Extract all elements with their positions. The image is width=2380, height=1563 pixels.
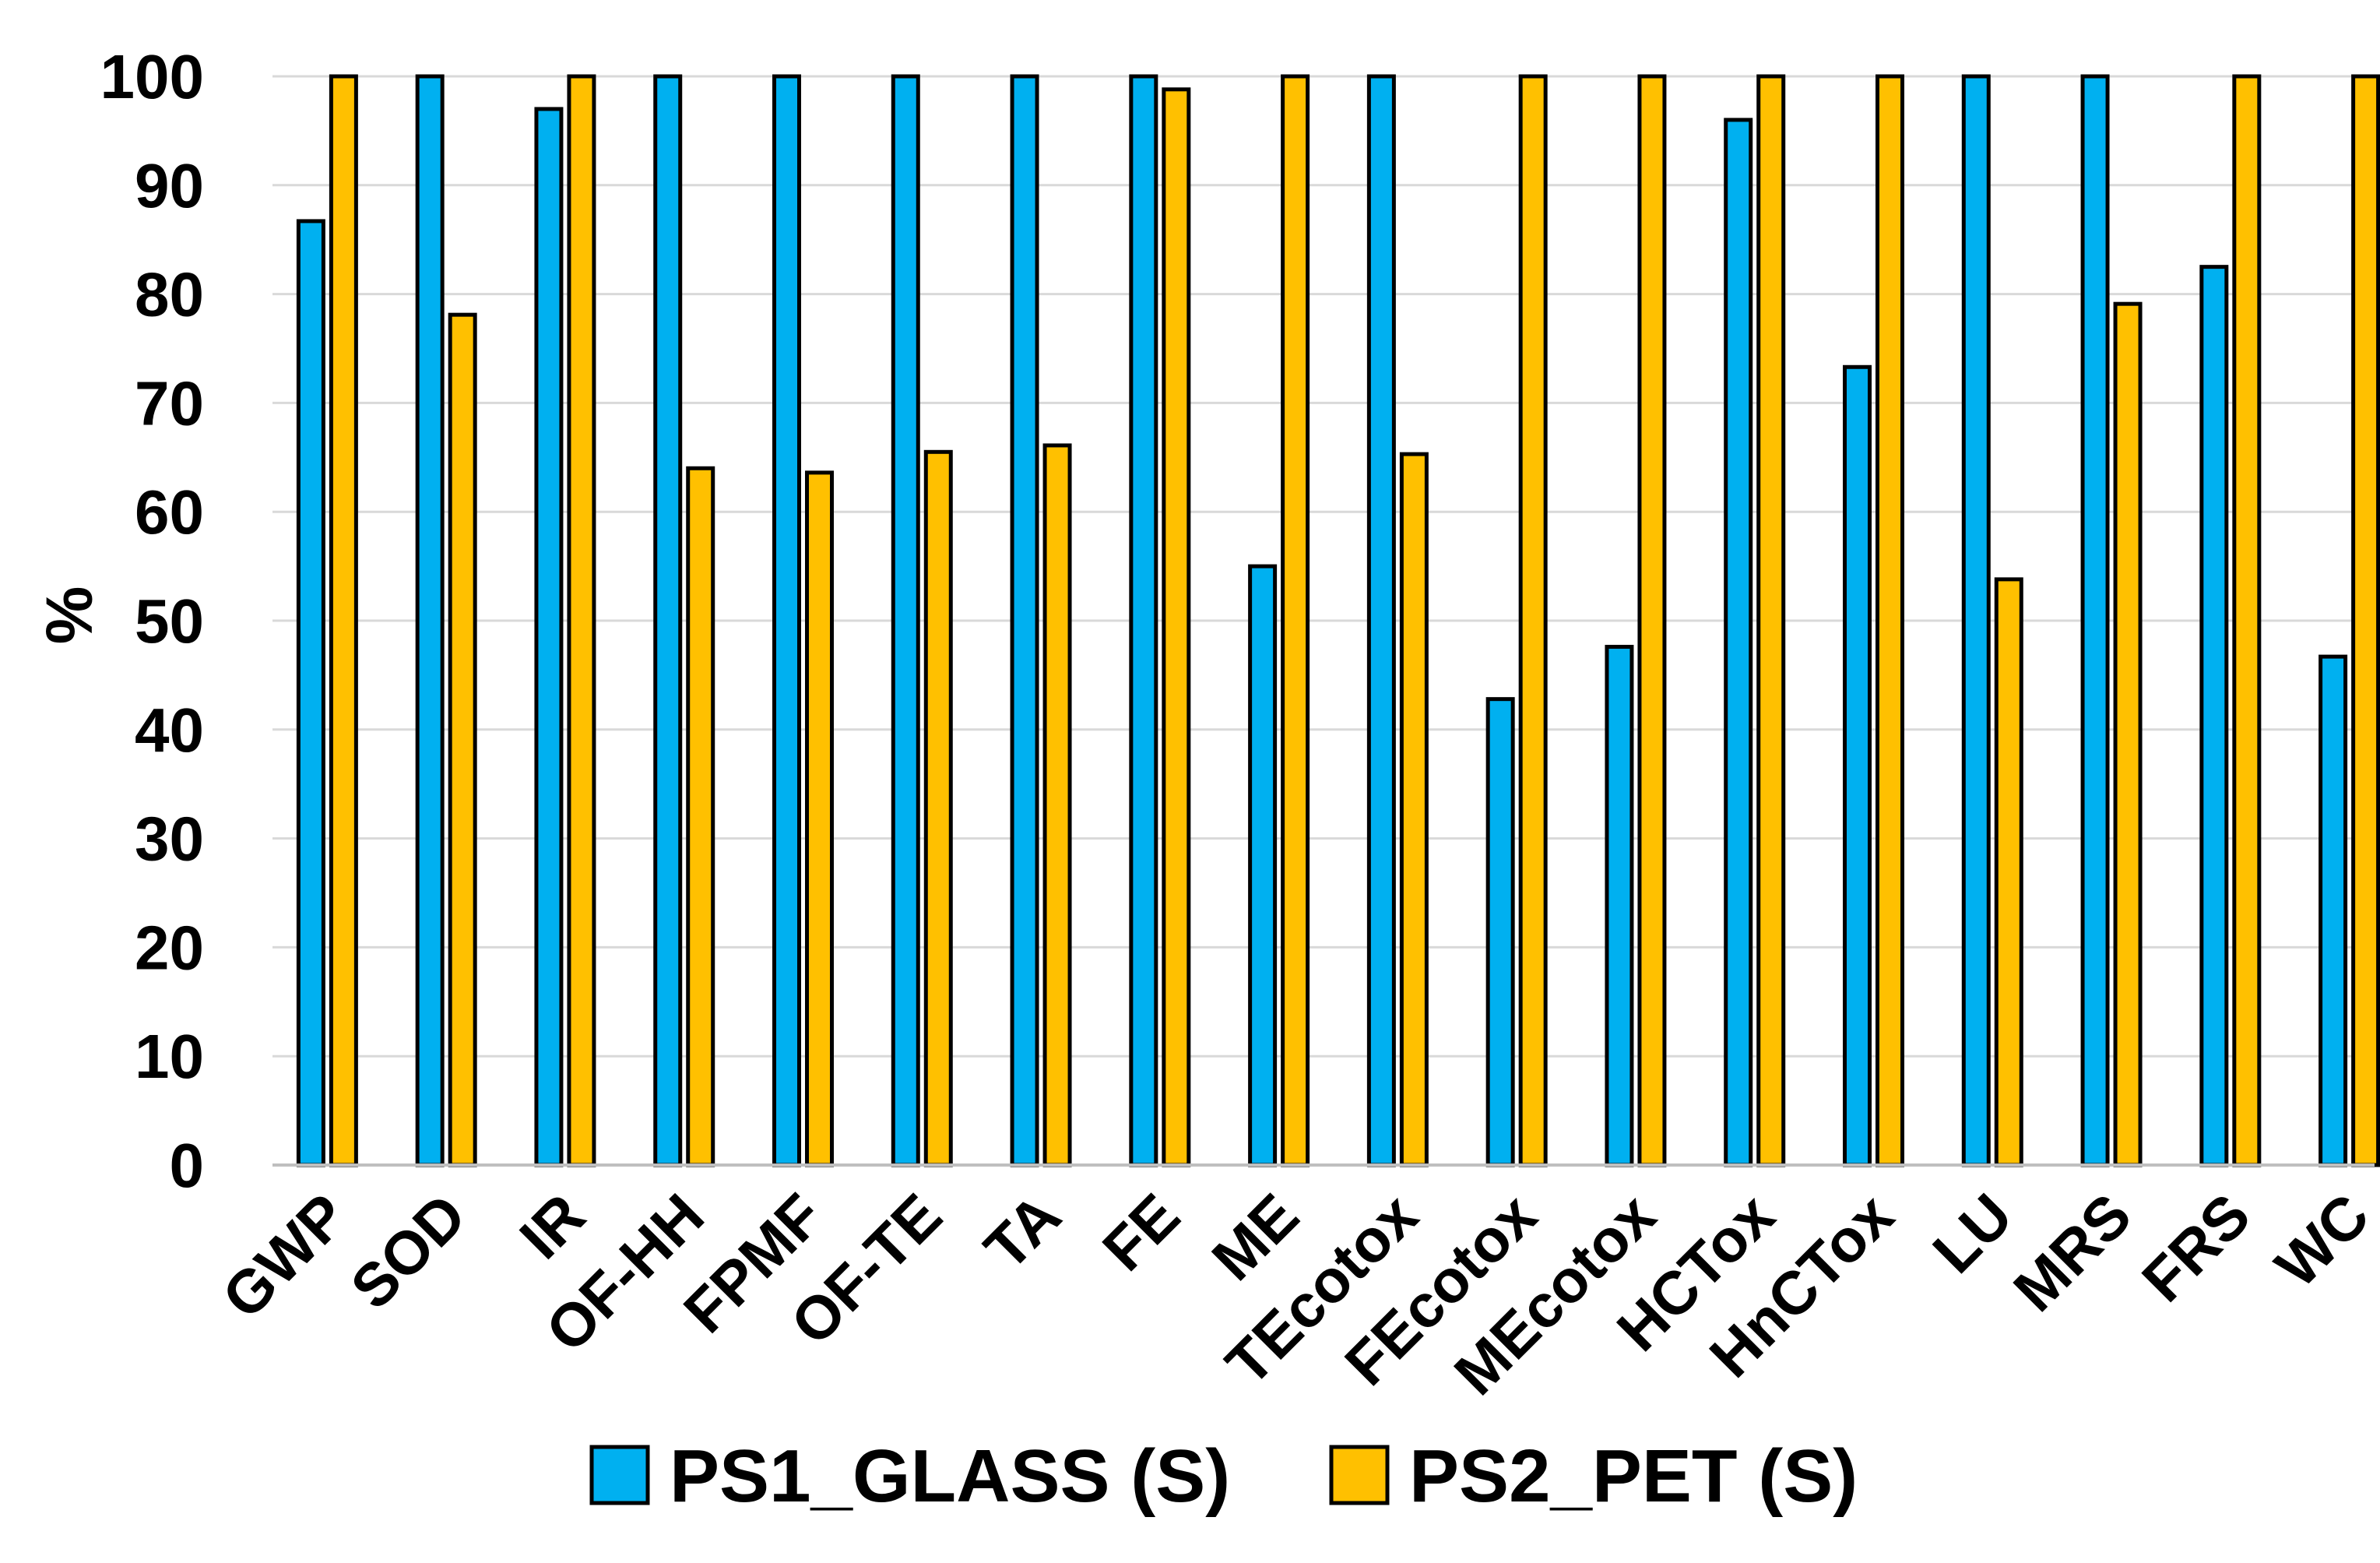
bar-ps1-glass-me bbox=[1248, 564, 1278, 1167]
x-tick-label: FRS bbox=[2129, 1181, 2263, 1315]
bar-ps1-glass-gwp bbox=[296, 219, 325, 1167]
bar-ps1-glass-fecotox bbox=[1485, 697, 1515, 1167]
bar-ps1-glass-ir bbox=[534, 107, 564, 1167]
bar-ps1-glass-wc bbox=[2318, 654, 2348, 1167]
bar-ps1-glass-hnctox bbox=[1843, 364, 1872, 1167]
y-tick-label: 90 bbox=[135, 151, 204, 220]
bar-ps1-glass-sod bbox=[415, 74, 445, 1167]
bar-ps2-pet-lu bbox=[1994, 577, 2023, 1167]
x-tick-label: SOD bbox=[337, 1181, 479, 1322]
y-axis-label: % bbox=[33, 586, 106, 645]
y-tick-label: 70 bbox=[135, 368, 204, 438]
bar-ps1-glass-ta bbox=[1010, 74, 1039, 1167]
bar-ps2-pet-wc bbox=[2351, 74, 2380, 1167]
y-tick-label: 80 bbox=[135, 260, 204, 329]
y-tick-label: 10 bbox=[135, 1022, 204, 1091]
bar-ps2-pet-hnctox bbox=[1876, 74, 1904, 1167]
bar-ps2-pet-fe bbox=[1162, 87, 1191, 1167]
y-tick-label: 40 bbox=[135, 695, 204, 765]
x-tick-label: TA bbox=[971, 1181, 1074, 1283]
x-tick-label: IR bbox=[507, 1181, 598, 1272]
bar-ps1-glass-fe bbox=[1129, 74, 1158, 1167]
bar-ps1-glass-tecotox bbox=[1366, 74, 1396, 1167]
y-tick-label: 0 bbox=[170, 1131, 205, 1200]
bar-ps2-pet-tecotox bbox=[1399, 452, 1429, 1167]
y-tick-labels: 0 10 20 30 40 50 60 70 80 90 100 bbox=[100, 42, 204, 1200]
bar-ps2-pet-ta bbox=[1042, 443, 1072, 1167]
bar-ps2-pet-hctox bbox=[1756, 74, 1786, 1167]
y-tick-label: 30 bbox=[135, 804, 204, 874]
bar-ps1-glass-fpmf bbox=[772, 74, 801, 1167]
legend-swatch-ps1-glass bbox=[589, 1445, 650, 1505]
bar-ps2-pet-me bbox=[1281, 74, 1310, 1167]
bar-ps2-pet-of-te bbox=[923, 449, 953, 1167]
bar-ps1-glass-frs bbox=[2199, 265, 2229, 1167]
bar-ps2-pet-fecotox bbox=[1518, 74, 1548, 1167]
bar-ps2-pet-frs bbox=[2232, 74, 2262, 1167]
bar-ps2-pet-mecotox bbox=[1637, 74, 1667, 1167]
bar-ps2-pet-gwp bbox=[329, 74, 358, 1167]
bar-ps2-pet-sod bbox=[448, 312, 477, 1167]
bar-ps2-pet-ir bbox=[567, 74, 596, 1167]
bar-ps2-pet-of-hh bbox=[686, 466, 715, 1167]
bar-ps1-glass-mecotox bbox=[1605, 645, 1634, 1167]
bar-ps1-glass-hctox bbox=[1724, 118, 1753, 1167]
bar-ps2-pet-fpmf bbox=[805, 470, 834, 1167]
x-tick-label: FE bbox=[1089, 1181, 1193, 1284]
bar-ps1-glass-lu bbox=[1961, 74, 1991, 1167]
bar-ps2-pet-mrs bbox=[2113, 301, 2143, 1167]
bar-ps1-glass-of-te bbox=[891, 74, 920, 1167]
legend-label-ps2-pet: PS2_PET (S) bbox=[1409, 1435, 1858, 1518]
x-tick-label: MRS bbox=[2000, 1181, 2144, 1325]
legend: PS1_GLASS (S) PS2_PET (S) bbox=[589, 1435, 1858, 1518]
bar-ps1-glass-of-hh bbox=[653, 74, 683, 1167]
y-tick-label: 100 bbox=[100, 42, 204, 111]
x-tick-label: WC bbox=[2262, 1181, 2380, 1301]
legend-swatch-ps2-pet bbox=[1329, 1445, 1390, 1505]
x-tick-label: GWP bbox=[209, 1181, 360, 1332]
y-tick-label: 50 bbox=[135, 586, 204, 656]
legend-label-ps1-glass: PS1_GLASS (S) bbox=[670, 1435, 1230, 1518]
y-tick-label: 60 bbox=[135, 477, 204, 547]
y-tick-label: 20 bbox=[135, 913, 204, 982]
bar-ps1-glass-mrs bbox=[2080, 74, 2110, 1167]
gridlines bbox=[272, 75, 2375, 1058]
